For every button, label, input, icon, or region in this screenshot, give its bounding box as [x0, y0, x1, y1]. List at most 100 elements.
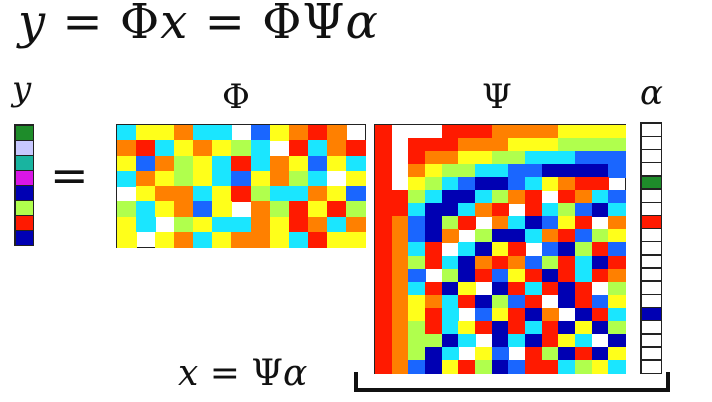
psi-cell [508, 164, 526, 178]
phi-cell [270, 140, 290, 156]
psi-cell [525, 320, 543, 335]
psi-cell [441, 138, 459, 152]
psi-cell [525, 164, 543, 178]
psi-cell [592, 216, 609, 230]
psi-cell [425, 320, 443, 335]
psi-cell [391, 268, 409, 283]
psi-cell [608, 216, 626, 230]
psi-cell [508, 190, 526, 204]
psi-cell [508, 268, 526, 283]
psi-cell [558, 255, 576, 270]
alpha-cell [641, 175, 662, 190]
psi-cell [408, 307, 426, 322]
psi-cell [375, 203, 393, 217]
phi-cell [269, 201, 290, 218]
psi-cell [475, 268, 493, 283]
alpha-cell [641, 201, 662, 216]
psi-cell [408, 125, 425, 139]
phi-cell [288, 140, 309, 157]
psi-cell [408, 151, 426, 165]
psi-cell [541, 320, 559, 335]
bottom-x: x [178, 353, 199, 394]
psi-cell [491, 359, 509, 374]
phi-cell [269, 125, 290, 141]
psi-cell [491, 138, 509, 152]
psi-cell [458, 203, 476, 217]
psi-cell [558, 268, 576, 283]
psi-cell [608, 203, 626, 217]
psi-cell [391, 255, 409, 270]
psi-cell [525, 346, 543, 361]
psi-cell [441, 320, 459, 335]
psi-cell [458, 138, 476, 152]
phi-cell [117, 155, 137, 172]
psi-cell [525, 294, 543, 309]
phi-cell [212, 155, 233, 172]
phi-cell [174, 216, 194, 233]
psi-cell [458, 190, 476, 204]
psi-cell [591, 307, 609, 322]
psi-cell [392, 125, 409, 139]
psi-cell [441, 190, 459, 204]
phi-cell [345, 201, 366, 218]
psi-cell [491, 346, 509, 361]
psi-cell [541, 164, 559, 178]
phi-cell [193, 216, 213, 233]
psi-cell [541, 307, 559, 322]
psi-cell [458, 255, 476, 270]
psi-cell [408, 216, 426, 230]
psi-cell [425, 216, 443, 230]
psi-cell [442, 242, 459, 256]
phi-cell [117, 170, 137, 187]
alpha-cell [641, 123, 662, 137]
psi-cell [541, 151, 559, 165]
phi-cell [231, 231, 252, 248]
psi-cell [558, 190, 576, 204]
psi-cell [508, 138, 526, 152]
psi-cell [408, 346, 426, 361]
psi-cell [591, 320, 609, 335]
phi-cell [269, 170, 290, 187]
psi-cell [608, 281, 626, 296]
psi-cell [475, 255, 493, 270]
psi-cell [608, 164, 626, 178]
phi-cell [231, 201, 251, 217]
psi-cell [575, 203, 593, 217]
psi-cell [558, 138, 576, 152]
psi-basis-matrix [374, 124, 626, 374]
psi-cell [525, 216, 543, 230]
psi-cell [558, 216, 576, 230]
y-cell [15, 215, 34, 231]
psi-cell [525, 151, 543, 165]
psi-cell [441, 255, 459, 270]
psi-cell [408, 320, 426, 335]
y-cell [15, 200, 34, 216]
bottom-bracket [354, 372, 670, 392]
psi-cell [458, 125, 476, 139]
psi-cell [425, 164, 443, 178]
phi-cell [117, 140, 137, 157]
phi-cell [345, 155, 366, 172]
psi-cell [591, 190, 609, 204]
psi-cell [408, 138, 426, 152]
psi-cell [408, 164, 426, 178]
psi-cell [491, 320, 509, 335]
psi-cell [608, 359, 626, 374]
psi-cell [375, 164, 393, 178]
psi-cell [541, 203, 559, 217]
psi-cell [475, 164, 493, 178]
psi-cell [475, 229, 493, 244]
psi-cell [375, 151, 393, 165]
psi-cell [391, 294, 409, 309]
psi-cell [408, 242, 426, 257]
psi-cell [425, 151, 443, 165]
psi-cell [525, 125, 543, 139]
title-equals-2: = [204, 0, 246, 50]
psi-cell [575, 320, 593, 335]
psi-cell [441, 125, 459, 139]
psi-cell [391, 307, 409, 322]
psi-cell [441, 333, 459, 348]
psi-cell [458, 359, 476, 374]
psi-cell [575, 177, 593, 191]
psi-cell [475, 282, 492, 296]
